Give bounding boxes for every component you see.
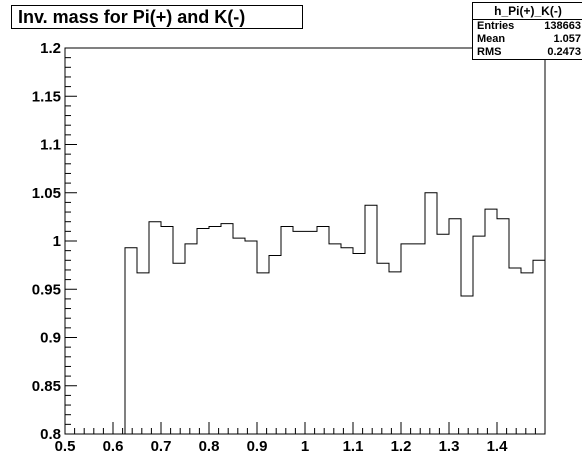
stats-mean-value: 1.057: [553, 33, 581, 45]
x-tick-label: 1.1: [343, 438, 364, 455]
x-tick-label: 0.7: [151, 438, 172, 455]
stats-row-rms: RMS 0.2473: [473, 46, 582, 59]
stats-box: h_Pi(+)_K(-) Entries 138663 Mean 1.057 R…: [472, 2, 582, 60]
x-tick-label: 0.5: [55, 438, 76, 455]
stats-rms-label: RMS: [477, 46, 502, 58]
x-tick-label: 0.9: [247, 438, 268, 455]
x-tick-label: 1.4: [487, 438, 509, 455]
y-tick-label: 1.05: [32, 185, 61, 202]
stats-row-mean: Mean 1.057: [473, 33, 582, 46]
y-tick-label: 1.15: [32, 88, 61, 105]
x-tick-label: 0.6: [103, 438, 124, 455]
y-tick-label: 0.95: [32, 281, 61, 298]
chart-title: Inv. mass for Pi(+) and K(-): [18, 7, 246, 27]
stats-rms-value: 0.2473: [547, 46, 581, 58]
stats-entries-value: 138663: [544, 20, 581, 32]
histogram-step-line: [65, 192, 545, 435]
y-tick-label: 1: [53, 233, 61, 250]
y-tick-label: 1.2: [40, 40, 61, 57]
stats-mean-label: Mean: [477, 33, 506, 45]
y-tick-label: 0.9: [40, 330, 61, 347]
y-tick-label: 1.1: [40, 137, 61, 154]
y-tick-label: 0.85: [32, 378, 61, 395]
chart-title-box: Inv. mass for Pi(+) and K(-): [11, 5, 303, 29]
x-tick-label: 1.2: [391, 438, 412, 455]
x-tick-label: 1.3: [439, 438, 460, 455]
stats-row-entries: Entries 138663: [473, 20, 582, 33]
stats-histogram-name: h_Pi(+)_K(-): [473, 3, 582, 20]
x-tick-label: 1: [301, 438, 309, 455]
stats-entries-label: Entries: [477, 20, 515, 32]
x-tick-label: 0.8: [199, 438, 220, 455]
y-tick-label: 0.8: [40, 426, 61, 443]
